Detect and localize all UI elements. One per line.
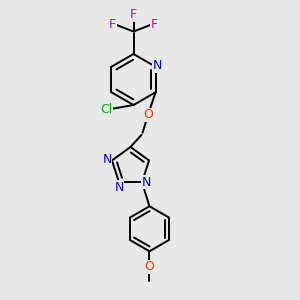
Text: O: O bbox=[145, 260, 154, 273]
Text: N: N bbox=[142, 176, 152, 189]
Text: N: N bbox=[103, 153, 112, 167]
Text: F: F bbox=[151, 17, 158, 31]
Text: F: F bbox=[109, 17, 116, 31]
Text: O: O bbox=[143, 108, 153, 121]
Text: Cl: Cl bbox=[100, 103, 112, 116]
Text: N: N bbox=[114, 181, 124, 194]
Text: F: F bbox=[130, 8, 137, 22]
Text: N: N bbox=[153, 59, 162, 72]
